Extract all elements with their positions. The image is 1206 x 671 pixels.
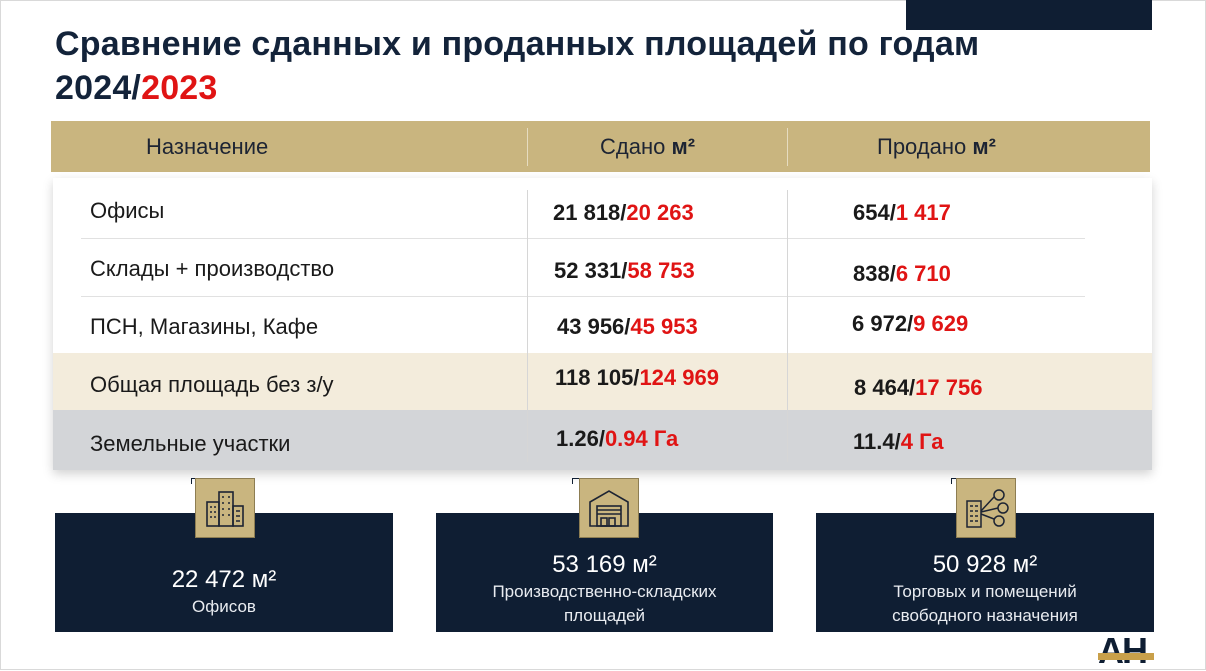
leased-value: 21 818/20 263 bbox=[553, 200, 694, 225]
card-label: Торговых и помещений bbox=[893, 582, 1077, 601]
row-name: Офисы bbox=[90, 198, 165, 223]
header-divider bbox=[787, 128, 788, 166]
card-value: 50 928 м² bbox=[932, 551, 1038, 578]
warehouse-icon bbox=[579, 478, 639, 538]
title-line1: Сравнение сданных и проданных площадей п… bbox=[55, 25, 980, 63]
leased-value: 52 331/58 753 bbox=[554, 258, 695, 283]
retail-people-icon bbox=[956, 478, 1016, 538]
data-table: Офисы 21 818/20 263 654/1 417 Склады + п… bbox=[53, 178, 1152, 470]
row-name: Склады + производство bbox=[90, 256, 335, 281]
column-divider bbox=[527, 190, 528, 462]
row-name: Общая площадь без з/у bbox=[90, 372, 334, 397]
card-offices: 22 472 м² Офисов bbox=[55, 513, 393, 632]
title-year-current: 2024/ bbox=[55, 69, 142, 107]
row-divider bbox=[81, 238, 1085, 239]
company-logo: АН bbox=[1098, 630, 1154, 671]
table-row-warehouses: Склады + производство 52 331/58 753 838/… bbox=[53, 239, 1152, 296]
table-row-total: Общая площадь без з/у 118 105/124 969 8 … bbox=[53, 353, 1152, 410]
logo-text: АН bbox=[1098, 630, 1148, 671]
card-value: 53 169 м² bbox=[552, 551, 657, 578]
leased-value: 43 956/45 953 bbox=[557, 314, 698, 339]
card-label: площадей bbox=[563, 606, 646, 625]
row-divider bbox=[81, 296, 1085, 297]
header-divider bbox=[527, 128, 528, 166]
card-label: Офисов bbox=[192, 597, 256, 616]
card-value: 22 472 м² bbox=[171, 566, 277, 593]
card-warehouses: 53 169 м² Производственно-складских площ… bbox=[436, 513, 773, 632]
table-row-land: Земельные участки 1.26/0.94 Га 11.4/4 Га bbox=[53, 410, 1152, 470]
sold-value: 838/6 710 bbox=[853, 261, 951, 286]
leased-value: 1.26/0.94 Га bbox=[556, 426, 679, 451]
table-row-retail: ПСН, Магазины, Кафе 43 956/45 953 6 972/… bbox=[53, 297, 1152, 353]
row-name: ПСН, Магазины, Кафе bbox=[90, 314, 319, 339]
sold-value: 6 972/9 629 bbox=[852, 311, 969, 336]
sold-value: 11.4/4 Га bbox=[853, 429, 944, 454]
office-buildings-icon bbox=[195, 478, 255, 538]
title-year-previous: 2023 bbox=[141, 69, 218, 107]
table-row-offices: Офисы 21 818/20 263 654/1 417 bbox=[53, 178, 1152, 238]
header-leased-unit: м² bbox=[671, 134, 696, 159]
sold-value: 654/1 417 bbox=[853, 200, 951, 225]
card-label: Производственно-складских bbox=[492, 582, 717, 601]
logo-accent-bar bbox=[1098, 653, 1154, 660]
header-sold: Продано м² bbox=[877, 134, 996, 159]
header-sold-unit: м² bbox=[972, 134, 996, 159]
page-title: Сравнение сданных и проданных площадей п… bbox=[55, 22, 979, 110]
leased-value: 118 105/124 969 bbox=[555, 365, 719, 390]
header-purpose: Назначение bbox=[146, 134, 269, 159]
top-decor-box bbox=[906, 0, 1152, 30]
table-header: Назначение Сдано м² Продано м² bbox=[51, 121, 1150, 172]
column-divider bbox=[787, 190, 788, 462]
sold-value: 8 464/17 756 bbox=[854, 375, 983, 400]
row-name: Земельные участки bbox=[90, 431, 291, 456]
card-label: свободного назначения bbox=[892, 606, 1078, 625]
header-leased: Сдано м² bbox=[600, 134, 696, 159]
